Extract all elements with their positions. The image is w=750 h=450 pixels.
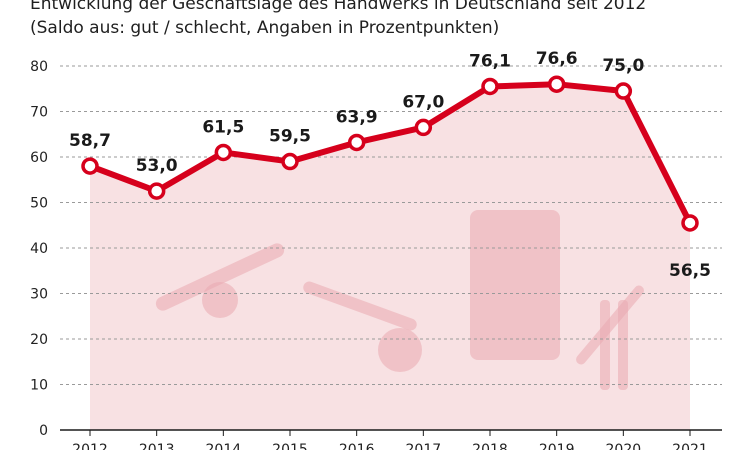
data-label: 67,0 xyxy=(402,92,444,112)
data-point xyxy=(481,77,499,96)
x-tick-label: 2017 xyxy=(406,442,442,450)
data-label: 76,6 xyxy=(536,49,578,69)
data-point xyxy=(414,118,433,137)
chart-subtitle: (Saldo aus: gut / schlecht, Angaben in P… xyxy=(30,18,500,38)
data-label: 53,0 xyxy=(136,156,178,176)
y-tick-label: 60 xyxy=(30,150,48,166)
data-point xyxy=(214,143,233,162)
y-tick-label: 80 xyxy=(30,59,48,75)
y-axis-ticks: 0 10 20 30 40 50 60 70 80 xyxy=(30,59,48,439)
data-label: 58,7 xyxy=(69,131,111,151)
y-tick-label: 50 xyxy=(30,196,48,212)
series-markers xyxy=(81,75,699,232)
data-point xyxy=(147,182,166,200)
x-tick-label: 2016 xyxy=(339,442,375,450)
series-line xyxy=(87,81,693,226)
data-label: 56,5 xyxy=(669,261,711,281)
chart-title: Entwicklung der Geschäftslage des Handwe… xyxy=(30,0,647,14)
x-tick-label: 2015 xyxy=(272,442,308,450)
x-tick-label: 2019 xyxy=(539,442,575,450)
background-tool-shape xyxy=(600,300,610,390)
data-label: 59,5 xyxy=(269,127,311,147)
series-line-path xyxy=(87,81,693,226)
x-axis-ticks: 2012 2013 2014 2015 2016 2017 2018 2019 2020 2021 xyxy=(72,430,708,450)
x-tick-label: 2020 xyxy=(606,442,642,450)
data-point xyxy=(347,133,366,152)
data-label: 75,0 xyxy=(602,56,644,76)
x-tick-label: 2018 xyxy=(472,442,508,450)
gridlines xyxy=(60,65,722,431)
background-tool-shape xyxy=(618,300,628,390)
data-label: 76,1 xyxy=(469,51,511,71)
x-tick-label: 2021 xyxy=(672,442,708,450)
data-point xyxy=(681,214,699,232)
data-label: 61,5 xyxy=(202,117,244,137)
y-tick-label: 20 xyxy=(30,332,48,348)
y-tick-label: 40 xyxy=(30,241,48,257)
data-point xyxy=(614,82,633,100)
y-tick-label: 70 xyxy=(30,105,48,121)
data-labels: 58,7 53,0 61,5 59,5 63,9 67,0 76,1 76,6 75,0 56,5 xyxy=(69,49,711,281)
background-tools-image xyxy=(90,84,690,430)
data-point xyxy=(547,75,566,93)
data-label: 63,9 xyxy=(336,107,378,127)
background-tool-shape xyxy=(470,210,560,360)
background-tool-shape xyxy=(378,328,422,372)
x-tick-label: 2013 xyxy=(139,442,175,450)
data-point xyxy=(281,152,299,171)
data-point xyxy=(81,157,99,175)
y-tick-label: 30 xyxy=(30,287,48,303)
y-tick-label: 0 xyxy=(39,423,48,439)
x-tick-label: 2012 xyxy=(72,442,108,450)
background-tool-shape xyxy=(202,282,238,318)
x-tick-label: 2014 xyxy=(206,442,242,450)
y-tick-label: 10 xyxy=(30,378,48,394)
